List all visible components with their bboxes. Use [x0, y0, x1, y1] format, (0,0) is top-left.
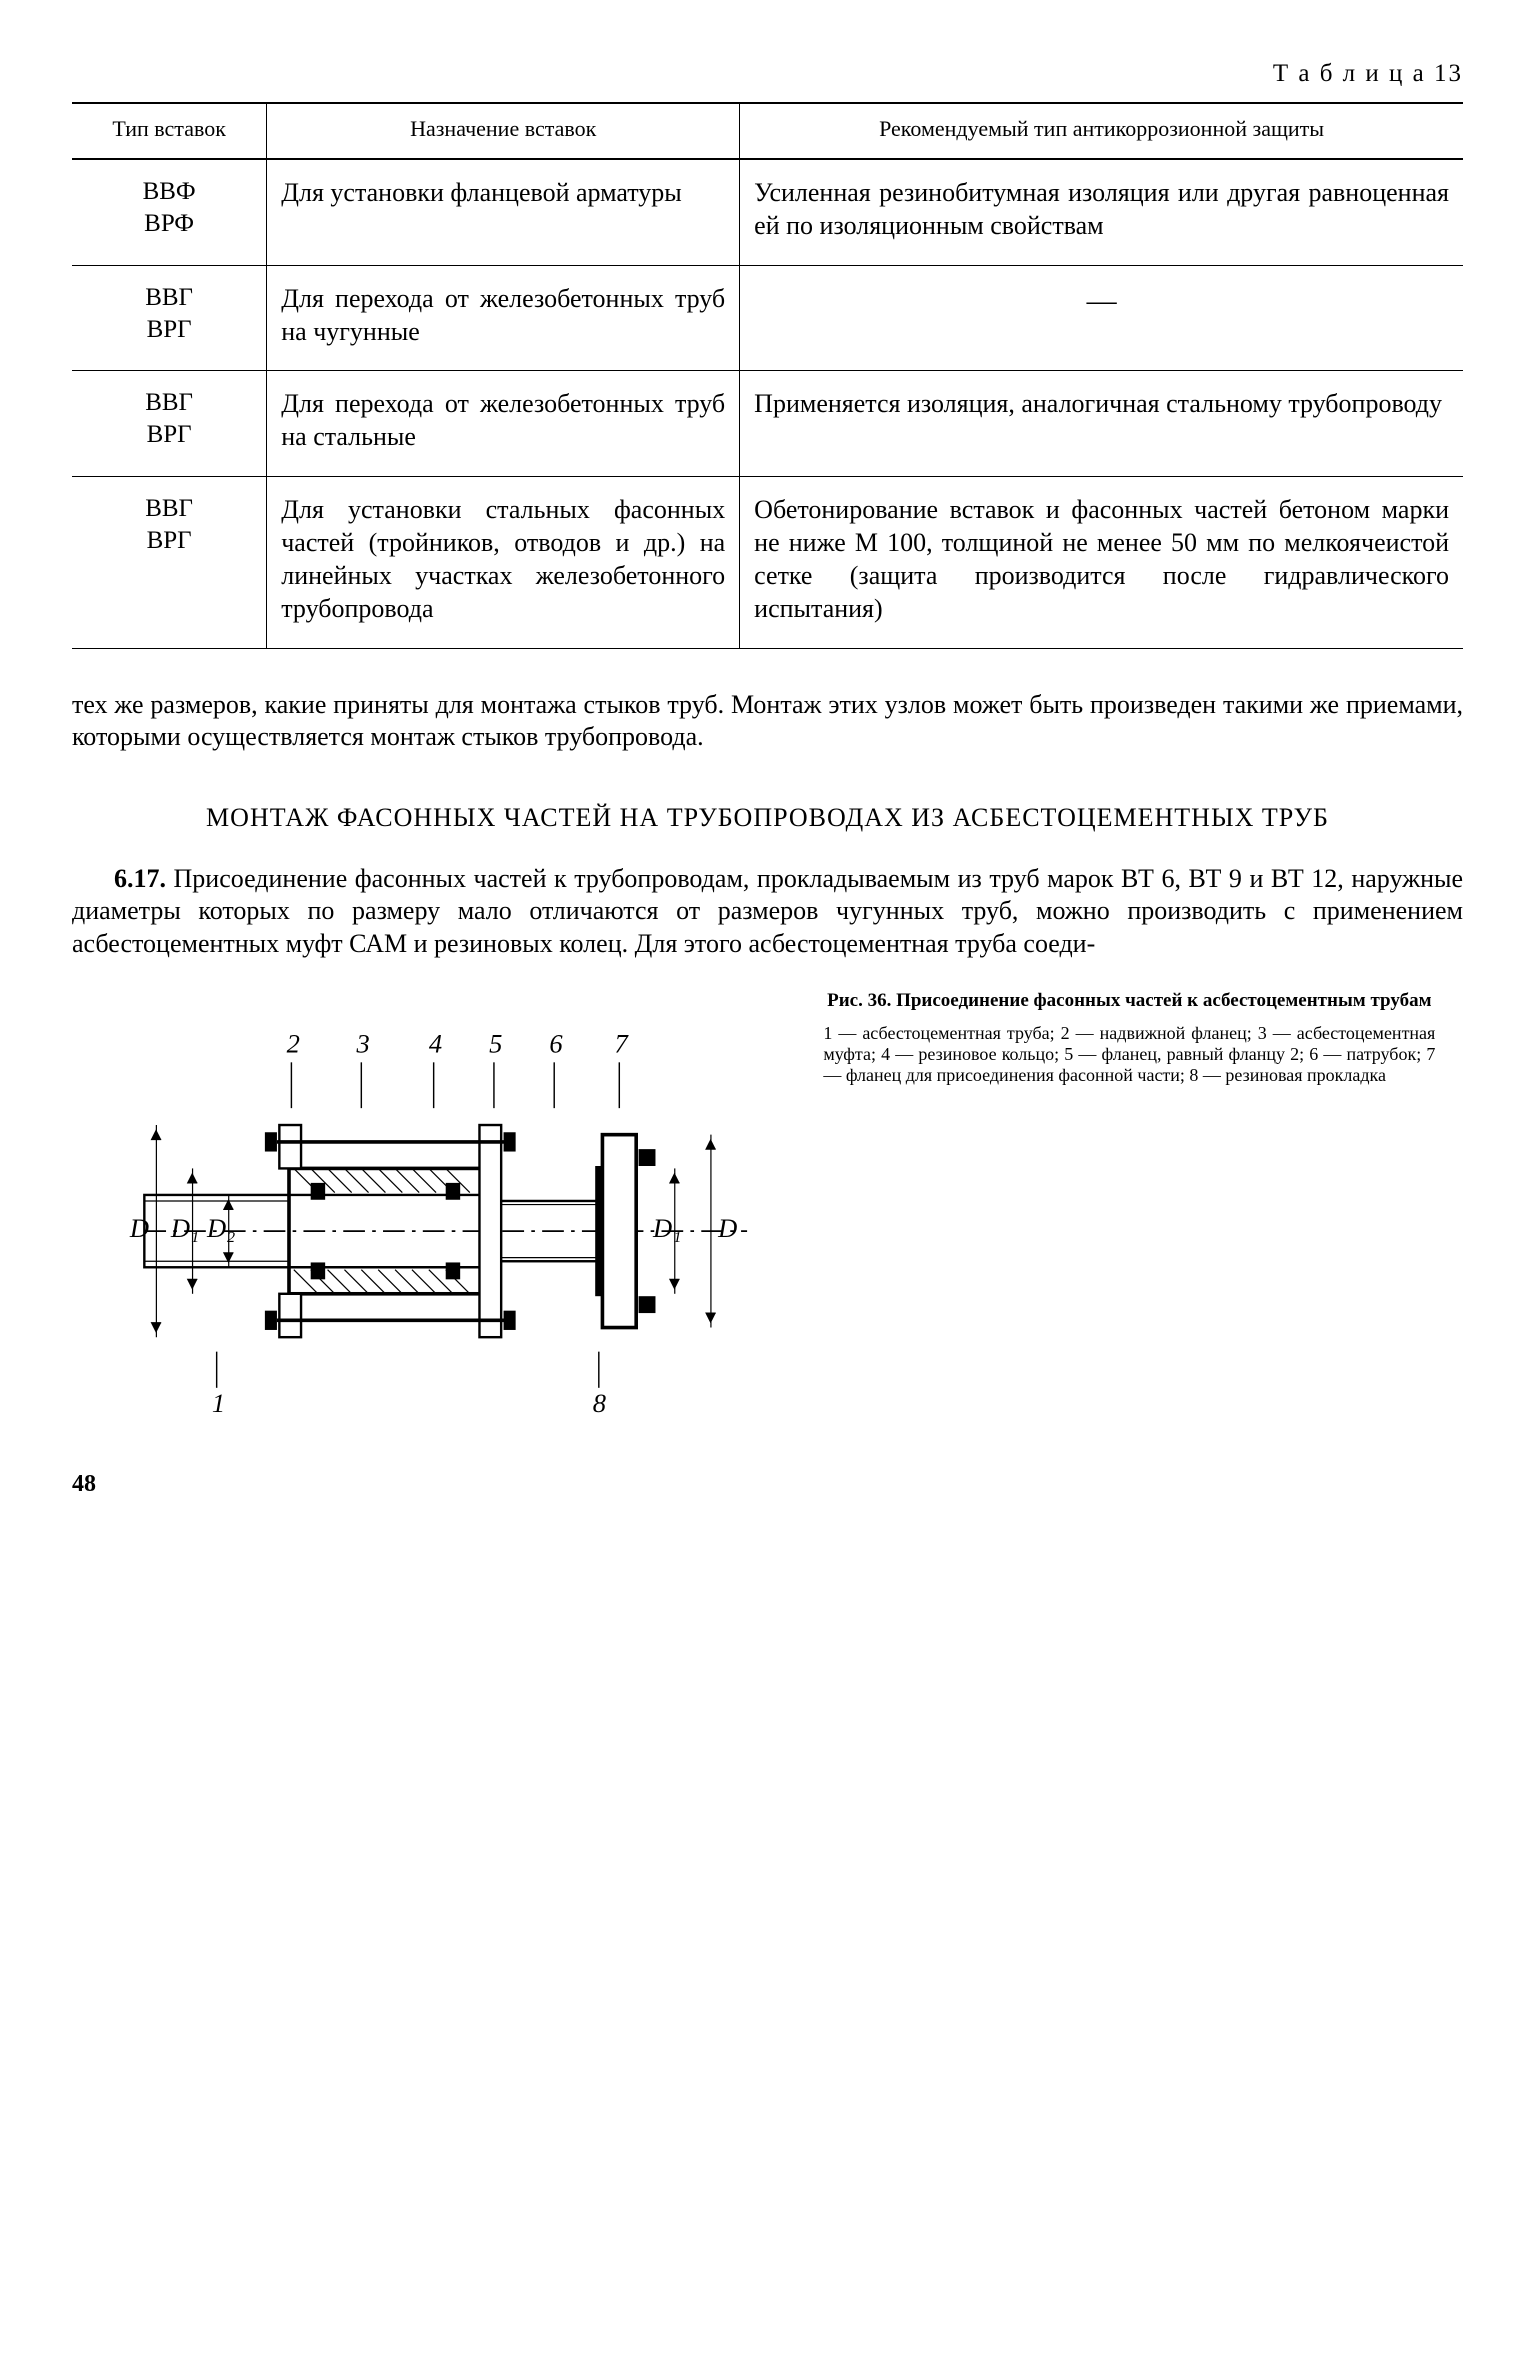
- cell-prot: —: [740, 265, 1463, 371]
- section-heading: МОНТАЖ ФАСОННЫХ ЧАСТЕЙ НА ТРУБОПРОВОДАХ …: [72, 800, 1463, 835]
- table-row: ВВФ ВРФ Для установки фланцевой арматуры…: [72, 159, 1463, 265]
- para-after-table: тех же размеров, какие приняты для монта…: [72, 689, 1463, 754]
- table-label: Т а б л и ц а 13: [72, 60, 1463, 88]
- figure-36-svg: 2 3 4 5 6 7 1 8 D D₁ D₂ D₁ D: [72, 990, 795, 1424]
- svg-text:5: 5: [489, 1029, 502, 1059]
- table-head-row: Тип вставок Назначение вставок Рекоменду…: [72, 103, 1463, 159]
- svg-text:4: 4: [429, 1029, 442, 1059]
- para-number: 6.17.: [114, 864, 166, 893]
- svg-text:D₁: D₁: [170, 1213, 199, 1243]
- col-header-type: Тип вставок: [72, 103, 267, 159]
- cell-prot: Усиленная резинобитумная изоляция или др…: [740, 159, 1463, 265]
- figure-36: 2 3 4 5 6 7 1 8 D D₁ D₂ D₁ D: [72, 990, 795, 1431]
- table-row: ВВГ ВРГ Для установки стальных фасонных …: [72, 476, 1463, 648]
- svg-text:1: 1: [212, 1388, 225, 1418]
- cell-type: ВВГ ВРГ: [72, 265, 267, 371]
- table-13: Тип вставок Назначение вставок Рекоменду…: [72, 102, 1463, 649]
- figure-caption: Рис. 36. Присоединение фасонных частей к…: [823, 990, 1435, 1086]
- figure-caption-title: Рис. 36. Присоединение фасонных частей к…: [823, 990, 1435, 1012]
- table-row: ВВГ ВРГ Для перехода от железобетонных т…: [72, 265, 1463, 371]
- para-6-17: 6.17. Присоединение фасонных частей к тр…: [72, 863, 1463, 961]
- svg-text:7: 7: [614, 1029, 629, 1059]
- svg-text:D: D: [129, 1213, 149, 1243]
- svg-text:6: 6: [549, 1029, 563, 1059]
- figure-caption-legend: 1 — асбестоцементная труба; 2 — надвижно…: [823, 1023, 1435, 1087]
- svg-text:D₂: D₂: [206, 1213, 235, 1243]
- figure-row: 2 3 4 5 6 7 1 8 D D₁ D₂ D₁ D Рис. 36. Пр…: [72, 990, 1463, 1431]
- cell-prot: Обетонирование вставок и фасонных частей…: [740, 476, 1463, 648]
- cell-purpose: Для установки фланцевой арматуры: [267, 159, 740, 265]
- cell-purpose: Для перехода от железобетонных труб на с…: [267, 371, 740, 477]
- table-row: ВВГ ВРГ Для перехода от железобетонных т…: [72, 371, 1463, 477]
- cell-purpose: Для перехода от железобетонных труб на ч…: [267, 265, 740, 371]
- para-text: Присоединение фасонных частей к трубопро…: [72, 864, 1463, 958]
- cell-type: ВВГ ВРГ: [72, 371, 267, 477]
- cell-type: ВВГ ВРГ: [72, 476, 267, 648]
- col-header-purpose: Назначение вставок: [267, 103, 740, 159]
- page-number: 48: [72, 1471, 1463, 1498]
- cell-purpose: Для установки стальных фасонных частей (…: [267, 476, 740, 648]
- svg-text:D: D: [717, 1213, 737, 1243]
- col-header-prot: Рекомендуемый тип антикоррозионной защит…: [740, 103, 1463, 159]
- cell-type: ВВФ ВРФ: [72, 159, 267, 265]
- svg-text:2: 2: [287, 1029, 300, 1059]
- svg-text:3: 3: [356, 1029, 370, 1059]
- cell-prot: Применяется изоляция, аналогичная стальн…: [740, 371, 1463, 477]
- svg-text:D₁: D₁: [652, 1213, 681, 1243]
- svg-text:8: 8: [593, 1388, 606, 1418]
